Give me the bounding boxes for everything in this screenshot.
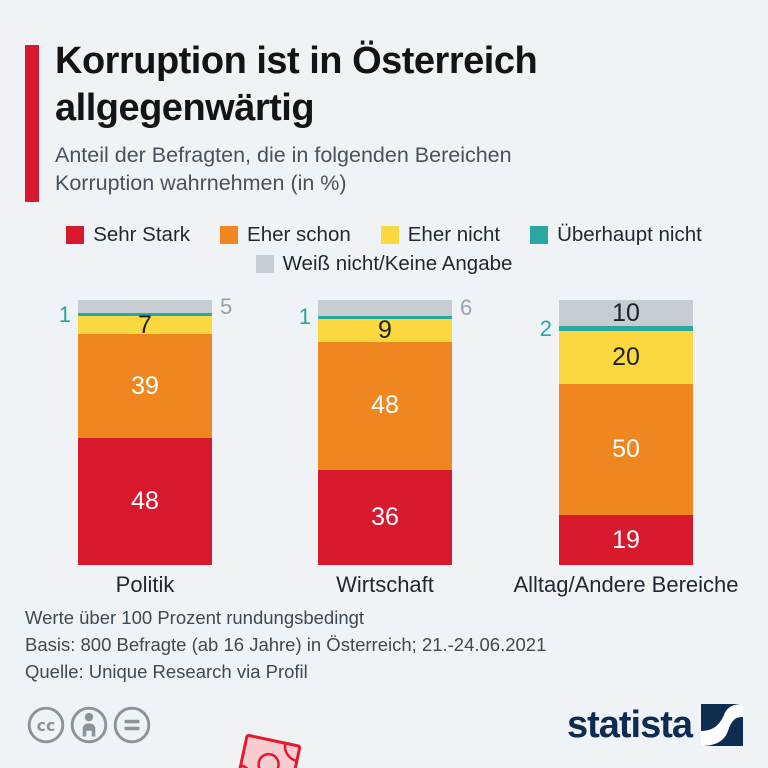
chart-subtitle: Anteil der Befragten, die in folgenden B…: [55, 141, 735, 197]
bar-segment: 48: [78, 437, 212, 565]
bar-category-label: Alltag/Andere Bereiche: [513, 572, 739, 597]
legend-swatch: [255, 255, 274, 273]
page-title: Korruption ist in Österreich allgegenwärt…: [55, 38, 735, 132]
bar: 5 1 7 39 48: [59, 295, 232, 565]
statista-logo-mark: [701, 704, 743, 746]
legend-item: Sehr Stark: [66, 224, 190, 246]
segment-value-label: 1: [298, 304, 311, 330]
segment-value-label: 10: [612, 298, 640, 327]
bar-segment: 10: [559, 298, 693, 327]
source-note: Quelle: Unique Research via Profil: [25, 661, 308, 682]
segment-value-label: 9: [378, 315, 392, 344]
legend-swatch: [530, 226, 549, 244]
bar-category-label: Politik: [115, 572, 175, 597]
segment-value-label: 20: [612, 343, 640, 372]
segment-value-label: 5: [220, 293, 233, 319]
statista-logo-text: statista: [566, 704, 693, 746]
bar-segment: 36: [318, 469, 452, 565]
legend-label: Eher schon: [247, 223, 351, 246]
cc-license-icons: cc: [25, 704, 153, 746]
legend-swatch: [380, 226, 399, 244]
segment-value-label: 50: [612, 435, 640, 464]
footer-notes: Werte über 100 Prozent rundungsbedingt B…: [25, 604, 546, 685]
legend-item: Eher schon: [220, 224, 351, 246]
legend-item: Weiß nicht/Keine Angabe: [255, 252, 513, 275]
segment-value-label: 7: [138, 310, 152, 339]
bar: 6 1 9 48 36: [299, 296, 472, 565]
title-accent-bar: [25, 45, 39, 202]
bar-segment: 50: [559, 383, 693, 516]
segment-value-label: 36: [371, 502, 399, 531]
no-derivatives-icon: [113, 706, 151, 744]
banknote-icon: [236, 733, 302, 768]
legend-label: Weiß nicht/Keine Angabe: [282, 252, 513, 275]
attribution-icon: [70, 706, 108, 744]
survey-basis: Basis: 800 Befragte (ab 16 Jahre) in Öst…: [25, 634, 547, 655]
bar-segment: 39: [78, 334, 212, 438]
bar-segment: 7: [78, 310, 212, 339]
legend-item: Überhaupt nicht: [530, 224, 702, 246]
bar-segment: 48: [318, 342, 452, 470]
legend-row-1: Sehr Stark Eher schon Eher nicht Überhaupt …: [0, 224, 768, 246]
stacked-bar-chart: 5 1 7 39 48 Politik 6 1 9 48 36 Wirtschaft 10 2 20 50 19…: [0, 295, 768, 768]
segment-value-label: 1: [58, 301, 71, 327]
bar-segment: 9: [318, 315, 452, 344]
handshake-money-illustration: [236, 733, 302, 768]
legend-label: Eher nicht: [407, 223, 501, 246]
rounding-note: Werte über 100 Prozent rundungsbedingt: [25, 607, 365, 628]
bar-segment: 5: [78, 295, 232, 317]
segment-value-label: 48: [371, 391, 399, 420]
segment-value-label: 19: [612, 525, 640, 554]
bar-segment: 6: [318, 296, 472, 318]
legend-row-2: Weiß nicht/Keine Angabe: [0, 253, 768, 275]
bar-segment: 1: [299, 306, 452, 328]
subtitle-line-1: Anteil der Befragten, die in folgenden B…: [55, 143, 512, 167]
bar: 10 2 20 50 19: [540, 298, 693, 565]
segment-value-label: 48: [131, 486, 159, 515]
segment-value-label: 6: [460, 294, 473, 320]
legend-item: Eher nicht: [380, 223, 501, 246]
bar-segment: 20: [559, 331, 693, 384]
title-line-2: allgegenwärtig: [55, 87, 315, 129]
bar-segment: 1: [59, 303, 212, 325]
segment-value-label: 39: [131, 371, 159, 400]
legend-swatch: [220, 226, 239, 244]
title-line-1: Korruption ist in Österreich: [55, 40, 538, 82]
svg-text:cc: cc: [37, 716, 56, 735]
legend-label: Überhaupt nicht: [557, 223, 702, 246]
subtitle-line-2: Korruption wahrnehmen (in %): [55, 171, 347, 195]
segment-value-label: 2: [539, 315, 552, 341]
cc-icon: cc: [27, 706, 65, 744]
bar-segment: 2: [540, 317, 693, 339]
bar-segment: 19: [559, 515, 693, 565]
bottom-bar: cc statista: [25, 701, 743, 749]
chart-legend: Sehr Stark Eher schon Eher nicht Überhaupt …: [0, 224, 768, 282]
legend-swatch: [66, 226, 85, 244]
legend-label: Sehr Stark: [93, 223, 191, 246]
statista-logo: statista: [567, 704, 743, 746]
bar-category-label: Wirtschaft: [336, 572, 434, 597]
